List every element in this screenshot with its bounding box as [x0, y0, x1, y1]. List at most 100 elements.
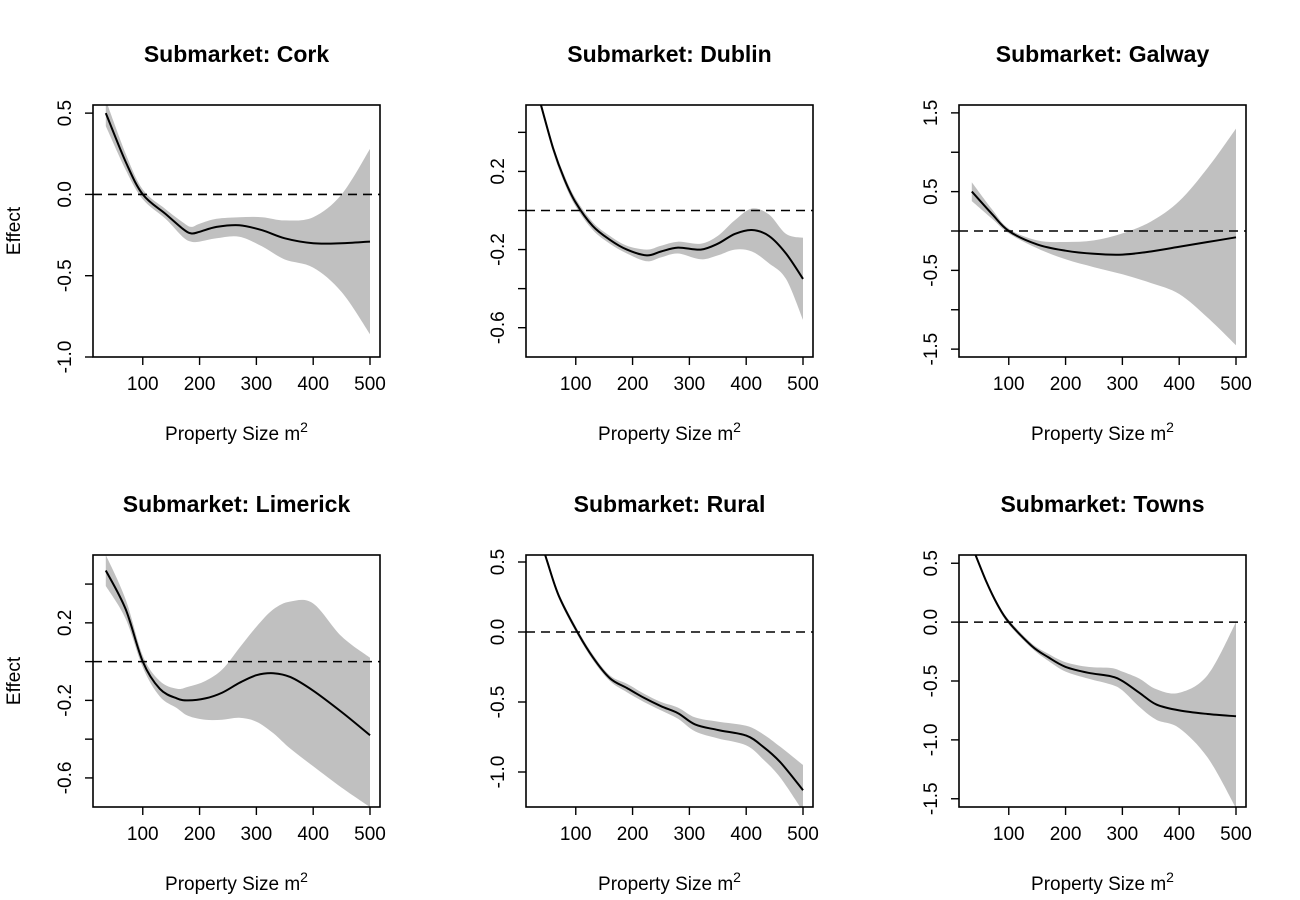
x-tick-label: 500 — [787, 374, 819, 395]
x-axis-label-superscript: 2 — [300, 419, 308, 435]
x-tick-label: 200 — [617, 824, 649, 845]
x-tick-label: 300 — [241, 374, 273, 395]
y-tick-label: -1.0 — [55, 341, 76, 374]
x-tick-label: 400 — [730, 824, 762, 845]
panel-galway: 100 200 300 400 500 -1.5 -0.5 0.5 1.5 Submarket: … — [921, 41, 1252, 445]
panel-title: Submarket: Rural — [574, 491, 766, 517]
y-tick-label: 0.5 — [921, 550, 942, 576]
x-tick-label: 100 — [127, 824, 159, 845]
x-tick-label: 200 — [1050, 824, 1082, 845]
y-tick-label: -0.5 — [55, 259, 76, 292]
panel-rural: 100 200 300 400 500 -1.0 -0.5 0.0 0.5 Submarket: … — [488, 491, 819, 895]
effect-curve — [104, 570, 371, 737]
confidence-band — [539, 105, 803, 320]
y-tick-label: -0.6 — [55, 762, 76, 795]
panel-title: Submarket: Cork — [144, 41, 330, 67]
y-tick-label: 0.0 — [55, 181, 76, 207]
plot-area — [93, 105, 380, 335]
y-tick-label: -0.5 — [488, 686, 509, 719]
confidence-band — [105, 105, 370, 335]
x-tick-label: 200 — [184, 824, 216, 845]
x-axis-label: Property Size m2 — [1031, 419, 1174, 445]
panel-limerick: 100 200 300 400 500 -0.6 -0.2 0.2 Submarket: Lim… — [4, 491, 386, 895]
x-tick-label: 500 — [787, 824, 819, 845]
effect-curve — [971, 190, 1237, 256]
y-tick-label: -0.2 — [488, 233, 509, 266]
confidence-band — [974, 555, 1236, 807]
x-tick-label: 300 — [674, 824, 706, 845]
x-tick-label: 300 — [241, 824, 273, 845]
x-axis-label-superscript: 2 — [1166, 419, 1174, 435]
effect-curve — [539, 105, 804, 280]
x-tick-label: 400 — [1163, 374, 1195, 395]
y-tick-label: -1.0 — [921, 724, 942, 757]
x-tick-label: 100 — [993, 824, 1025, 845]
confidence-band — [971, 128, 1236, 346]
x-tick-label: 300 — [674, 374, 706, 395]
y-tick-label: -1.5 — [921, 782, 942, 815]
y-tick-label: -0.2 — [55, 684, 76, 717]
x-tick-label: 400 — [1163, 824, 1195, 845]
panel-frame — [92, 554, 381, 808]
y-axis-label: Effect — [4, 206, 25, 255]
effect-curve — [104, 112, 371, 245]
x-tick-label: 500 — [1220, 374, 1252, 395]
x-axis-label: Property Size m2 — [165, 869, 308, 895]
x-tick-label: 100 — [560, 824, 592, 845]
x-axis-label-text: Property Size m — [165, 874, 300, 895]
x-axis-label-text: Property Size m — [1031, 874, 1166, 895]
panel-frame — [525, 554, 814, 808]
x-axis-label: Property Size m2 — [598, 419, 741, 445]
x-tick-label: 200 — [617, 374, 649, 395]
y-tick-label: -0.6 — [488, 311, 509, 344]
x-axis-label-superscript: 2 — [1166, 869, 1174, 885]
y-tick-label: 0.5 — [55, 100, 76, 126]
effect-curve — [544, 555, 804, 791]
x-tick-label: 500 — [1220, 824, 1252, 845]
x-axis-label-superscript: 2 — [300, 869, 308, 885]
x-tick-label: 500 — [354, 374, 386, 395]
x-axis-label-text: Property Size m — [165, 424, 300, 445]
y-tick-label: 0.5 — [921, 178, 942, 204]
y-tick-label: 0.5 — [488, 549, 509, 575]
x-tick-label: 500 — [354, 824, 386, 845]
x-tick-label: 200 — [184, 374, 216, 395]
panel-title: Submarket: Towns — [1000, 491, 1204, 517]
x-tick-label: 400 — [297, 824, 329, 845]
panel-title: Submarket: Galway — [996, 41, 1210, 67]
x-tick-label: 100 — [560, 374, 592, 395]
x-axis-label: Property Size m2 — [1031, 869, 1174, 895]
y-tick-label: -0.5 — [921, 665, 942, 698]
x-tick-label: 100 — [993, 374, 1025, 395]
confidence-band — [544, 555, 803, 807]
y-tick-label: 1.5 — [921, 100, 942, 126]
x-axis-label: Property Size m2 — [598, 869, 741, 895]
confidence-band — [105, 555, 371, 807]
y-tick-label: -0.5 — [921, 254, 942, 287]
y-tick-label: -1.5 — [921, 333, 942, 366]
panel-title: Submarket: Limerick — [123, 491, 351, 517]
y-tick-label: 0.0 — [921, 609, 942, 635]
y-tick-label: 0.0 — [488, 619, 509, 645]
y-tick-label: 0.2 — [55, 610, 76, 636]
plot-area — [93, 555, 380, 807]
x-axis-label-text: Property Size m — [598, 424, 733, 445]
x-tick-label: 300 — [1107, 824, 1139, 845]
x-axis-label-text: Property Size m — [598, 874, 733, 895]
plot-area — [526, 555, 813, 807]
panel-frame — [525, 104, 814, 358]
panel-towns: 100 200 300 400 500 -1.5 -1.0 -0.5 0.0 0.5 Submark… — [921, 491, 1252, 895]
x-tick-label: 400 — [297, 374, 329, 395]
panel-dublin: 100 200 300 400 500 -0.6 -0.2 0.2 Submarket: Dub… — [488, 41, 819, 445]
x-tick-label: 100 — [127, 374, 159, 395]
panel-cork: 100 200 300 400 500 -1.0 -0.5 0.0 0.5 Submarket: … — [4, 41, 386, 445]
x-tick-label: 200 — [1050, 374, 1082, 395]
plot-area — [526, 105, 813, 320]
y-axis-label: Effect — [4, 656, 25, 705]
panel-frame — [92, 104, 381, 358]
x-axis-label-superscript: 2 — [733, 419, 741, 435]
x-axis-label-superscript: 2 — [733, 869, 741, 885]
x-axis-label: Property Size m2 — [165, 419, 308, 445]
x-axis-label-text: Property Size m — [1031, 424, 1166, 445]
